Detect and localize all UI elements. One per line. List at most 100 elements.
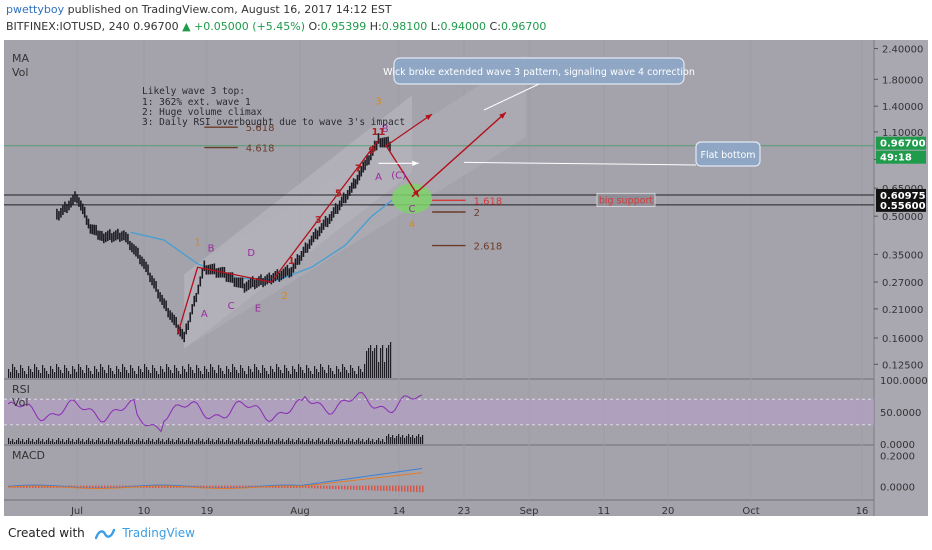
volume-bar [146,367,148,378]
rsi-volume-bar [272,439,274,444]
volume-bar [232,364,234,378]
rsi-volume-bar [278,438,280,444]
tradingview-brand[interactable]: TradingView [122,526,195,540]
macd-histogram-bar [344,485,346,490]
wave-count-line [176,139,380,335]
rsi-volume-bar [316,440,318,444]
author-link[interactable]: pwettyboy [6,3,65,16]
volume-bar [242,368,244,378]
rsi-volume-bar [54,442,56,444]
rsi-volume-bar [254,442,256,444]
volume-bar [336,366,338,378]
macd-histogram-bar [314,485,316,489]
rsi-volume-bar [60,441,62,444]
macd-histogram-bar [320,485,322,489]
macd-histogram-bar [221,485,223,489]
macd-histogram-bar [362,485,364,491]
published-text: published on TradingView.com, August 16,… [67,3,392,16]
rsi-volume-bar [86,440,88,444]
volume-bar [142,372,144,378]
rsi-volume-bar [318,438,320,444]
rsi-volume-bar [118,438,120,444]
price-scale[interactable] [874,40,928,516]
rsi-volume-bar [218,438,220,444]
volume-bar [126,370,128,378]
rsi-volume-bar [216,440,218,444]
rsi-volume-bar [358,438,360,444]
rsi-volume-bar [160,441,162,444]
rsi-volume-bar [68,438,70,444]
rsi-volume-bar [418,434,420,444]
rsi-volume-bar [124,442,126,444]
volume-bar [152,365,154,378]
rsi-volume-bar [388,434,390,444]
volume-bar [200,371,202,378]
macd-histogram-bar [209,485,211,488]
volume-bar [100,364,102,378]
volume-bar [36,367,38,378]
volume-bar [364,364,366,378]
volume-bar [224,374,226,378]
volume-bar [310,371,312,378]
y-tick-label: 0.12500 [882,360,923,371]
rsi-volume-bar [412,435,414,444]
volume-bar [374,348,376,378]
rsi-volume-bar [310,441,312,444]
volume-bar [34,364,36,378]
volume-bar [206,369,208,378]
level-2-tag-box [876,198,926,212]
rsi-volume-bar [270,441,272,444]
macd-histogram-bar [86,485,88,488]
rsi-volume-bar [76,440,78,444]
wave-label: C [409,204,416,215]
chart-svg[interactable]: 2.400001.800001.400001.100000.850000.650… [4,40,928,516]
rsi-volume-bar [236,440,238,444]
rsi-volume-bar [328,438,330,444]
volume-bar [270,366,272,378]
rsi-volume-bar [390,437,392,444]
open-label: O: [308,20,321,33]
volume-bar [14,367,16,378]
volume-bar [196,365,198,378]
rsi-volume-bar [112,439,114,444]
volume-bar [44,368,46,378]
x-tick-label: Sep [520,506,539,516]
macd-histogram-bar [353,485,355,490]
macd-histogram-bar [152,485,154,488]
volume-bar [330,368,332,378]
rsi-volume-bar [18,438,20,444]
volume-bar [262,365,264,378]
rsi-volume-bar [92,439,94,444]
rsi-volume-bar [336,440,338,444]
volume-bar [352,368,354,378]
rsi-volume-bar [386,436,388,444]
macd-histogram-bar [239,485,241,488]
annotation-likely-top-line: 1: 362% ext. wave 1 [142,97,251,108]
wave-label: 5 [335,189,342,200]
rsi-volume-bar [380,441,382,444]
rsi-volume-bar [40,441,42,444]
x-tick-label: 16 [856,506,869,516]
volume-bar [208,372,210,378]
macd-histogram-bar [323,485,325,489]
rsi-volume-bar [420,437,422,444]
rsi-volume-bar [260,441,262,444]
volume-bar [192,370,194,378]
macd-histogram-bar [173,485,175,488]
macd-histogram-bar [383,485,385,491]
wave4-target-ellipse [392,183,432,214]
rsi-volume-bar [392,435,394,444]
rsi-volume-bar [122,439,124,444]
y-tick-label: 1.80000 [882,75,923,86]
rsi-volume-bar [266,440,268,444]
volume-bar [40,373,42,378]
chart-area[interactable]: 2.400001.800001.400001.100000.850000.650… [4,40,928,516]
rsi-volume-bar [360,441,362,444]
macd-histogram-bar [374,485,376,491]
volume-bar [148,370,150,378]
volume-bar [112,371,114,378]
macd-histogram-bar [371,485,373,491]
rsi-volume-bar [376,440,378,444]
volume-bar [122,364,124,378]
rsi-volume-bar [182,439,184,444]
